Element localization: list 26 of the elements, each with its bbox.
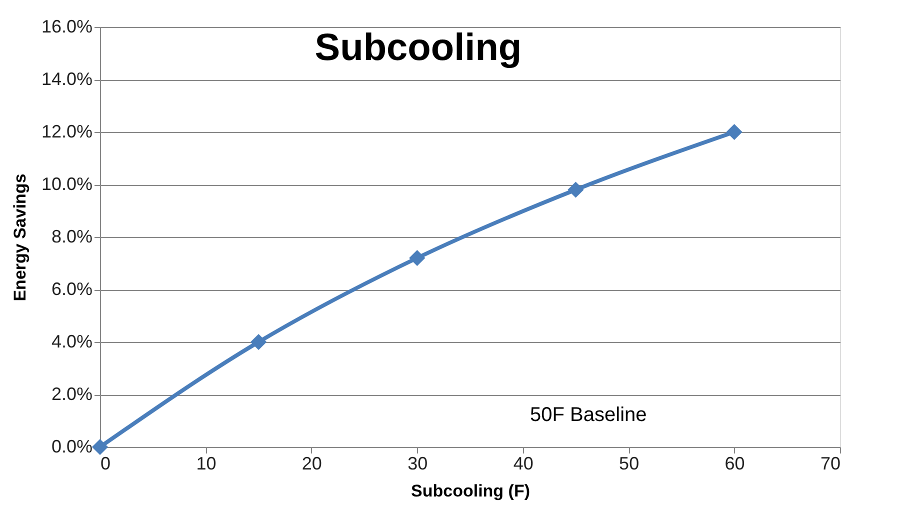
y-tick-label: 8.0%: [51, 226, 92, 246]
point: [568, 182, 584, 198]
point: [409, 250, 426, 266]
chart-title: Subcooling: [314, 27, 522, 69]
x-tick-label: 30: [408, 454, 428, 474]
y-tick-label: 0.0%: [51, 436, 92, 456]
point: [250, 334, 267, 350]
y-tick-label: 4.0%: [51, 332, 92, 352]
x-tick-label: 60: [724, 454, 745, 474]
y-axis-title: Energy Savings: [10, 174, 30, 302]
y-tick-label: 6.0%: [51, 279, 92, 299]
x-tick-label: 50: [619, 454, 640, 474]
point: [726, 124, 742, 140]
y-tick-label: 2.0%: [51, 384, 92, 404]
y-tick-label: 12.0%: [41, 122, 92, 142]
y-tick-label: 16.0%: [41, 16, 92, 36]
x-axis-title: Subcooling (F): [411, 482, 530, 500]
annotation: 50F Baseline: [530, 404, 647, 426]
point: [92, 438, 108, 456]
x-tick-label: 20: [302, 454, 322, 474]
x-tick-label: 40: [513, 454, 534, 474]
y-tick-label: 10.0%: [41, 174, 92, 194]
x-tick-label: 70: [820, 454, 840, 474]
x-tick-label: 0: [100, 454, 111, 474]
y-tick-label: 14.0%: [41, 69, 92, 89]
x-tick-label: 10: [196, 454, 216, 474]
